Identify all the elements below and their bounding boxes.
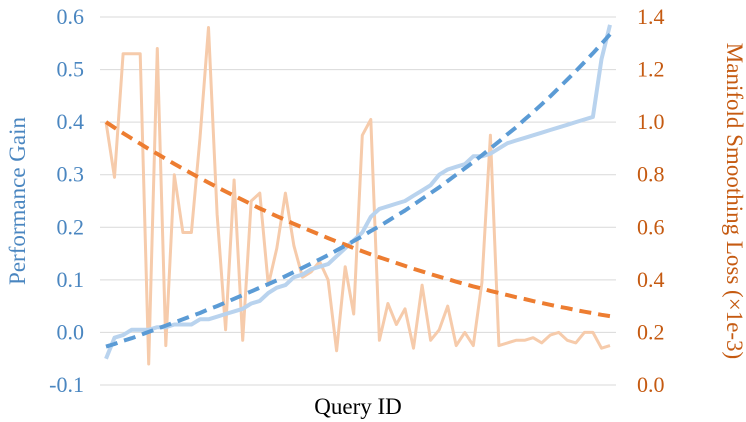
left-axis-ticks: -0.1 0.0 0.1 0.2 0.3 0.4 0.5 0.6 <box>49 4 84 397</box>
right-tick-label: 0.4 <box>637 267 665 292</box>
right-axis-title: Manifold Smoothing Loss (×1e-3) <box>722 43 746 359</box>
left-tick-label: 0.4 <box>57 109 85 134</box>
x-axis-title: Query ID <box>314 394 402 419</box>
left-tick-label: 0.2 <box>57 214 85 239</box>
left-axis-title: Performance Gain <box>5 117 30 285</box>
right-tick-label: 1.4 <box>637 4 665 29</box>
left-tick-label: 0.0 <box>57 319 85 344</box>
right-tick-label: 0.2 <box>637 319 665 344</box>
left-tick-label: 0.6 <box>57 4 85 29</box>
left-tick-label: 0.5 <box>57 57 85 82</box>
smoothing-loss-trend-line <box>104 120 611 319</box>
left-tick-label: 0.1 <box>57 267 85 292</box>
right-tick-label: 1.0 <box>637 109 665 134</box>
left-tick-label: -0.1 <box>49 372 84 397</box>
series-group <box>104 24 612 366</box>
gridlines <box>100 16 616 386</box>
performance-gain-line <box>104 24 612 360</box>
right-tick-label: 0.0 <box>637 372 665 397</box>
right-tick-label: 1.2 <box>637 57 665 82</box>
right-tick-label: 0.8 <box>637 162 665 187</box>
right-axis-ticks: 0.0 0.2 0.4 0.6 0.8 1.0 1.2 1.4 <box>637 4 665 397</box>
right-tick-label: 0.6 <box>637 214 665 239</box>
left-tick-label: 0.3 <box>57 162 85 187</box>
smoothing-loss-line <box>104 26 611 366</box>
performance-gain-trend-line <box>105 32 612 349</box>
